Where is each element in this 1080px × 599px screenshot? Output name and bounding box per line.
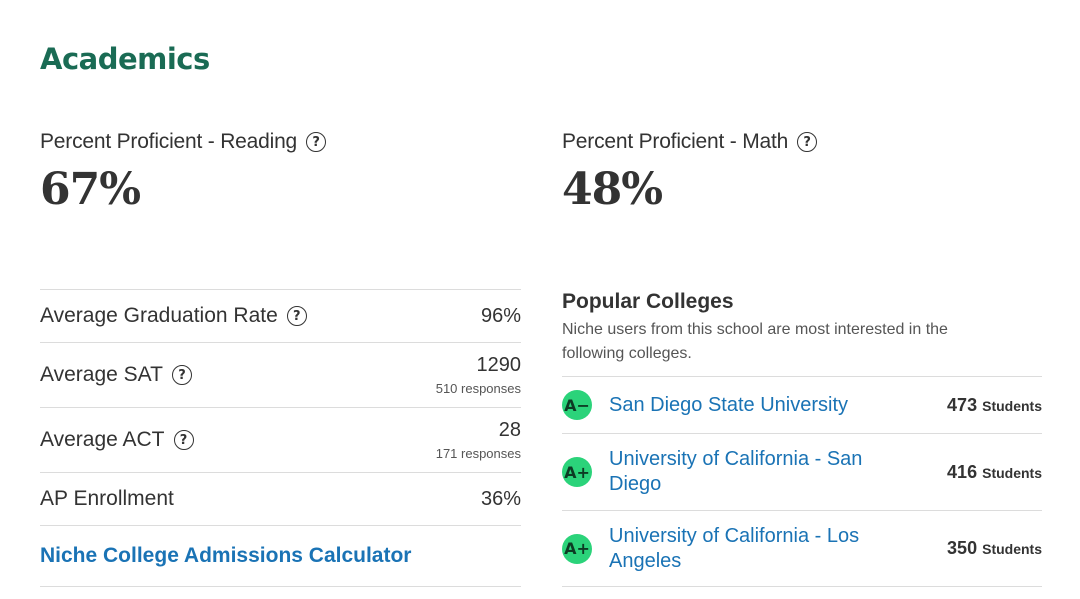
math-proficiency-value: 48% bbox=[562, 164, 663, 215]
calculator-row: Niche College Admissions Calculator bbox=[40, 525, 521, 587]
sat-row: Average SAT ? 1290 510 responses bbox=[40, 342, 521, 407]
act-responses: 171 responses bbox=[435, 446, 521, 461]
graduation-rate-label: Average Graduation Rate bbox=[40, 304, 278, 327]
sat-label: Average SAT bbox=[40, 363, 163, 386]
student-count-number: 416 bbox=[947, 461, 978, 482]
student-count-number: 473 bbox=[947, 394, 978, 415]
college-link[interactable]: University of California - Los Angeles bbox=[609, 524, 860, 572]
popular-colleges: Popular Colleges Niche users from this s… bbox=[562, 290, 1042, 587]
graduation-rate-row: Average Graduation Rate ? 96% bbox=[40, 289, 521, 342]
admissions-calculator-link[interactable]: Niche College Admissions Calculator bbox=[40, 544, 412, 567]
student-count-number: 350 bbox=[947, 538, 978, 558]
student-count-unit: Students bbox=[982, 541, 1042, 557]
college-link[interactable]: San Diego State University bbox=[609, 393, 849, 416]
college-link[interactable]: University of California - San Diego bbox=[609, 448, 863, 495]
grade-badge: A− bbox=[562, 390, 592, 420]
grade-badge: A+ bbox=[562, 457, 592, 487]
student-count-unit: Students bbox=[982, 464, 1042, 481]
reading-proficiency: Percent Proficient - Reading ? 67% bbox=[40, 130, 327, 215]
college-info: A+ University of California - Los Angele… bbox=[562, 524, 879, 574]
ap-enrollment-label: AP Enrollment bbox=[40, 487, 174, 510]
math-proficiency: Percent Proficient - Math ? 48% bbox=[562, 130, 818, 215]
help-icon[interactable]: ? bbox=[306, 132, 327, 152]
act-row: Average ACT ? 28 171 responses bbox=[40, 407, 521, 472]
college-info: A− San Diego State University bbox=[562, 390, 879, 420]
math-proficiency-label-row: Percent Proficient - Math ? bbox=[562, 130, 818, 154]
help-icon[interactable]: ? bbox=[286, 306, 307, 326]
act-label: Average ACT bbox=[40, 428, 165, 451]
college-student-count: 473 Students bbox=[947, 395, 1042, 416]
academic-metrics: Average Graduation Rate ? 96% Average SA… bbox=[40, 289, 521, 587]
college-student-count: 350 Students bbox=[947, 538, 1042, 559]
graduation-rate-value: 96% bbox=[480, 304, 521, 327]
college-row: A+ University of California - San Diego … bbox=[562, 434, 1042, 511]
math-proficiency-label: Percent Proficient - Math bbox=[562, 130, 789, 153]
college-info: A+ University of California - San Diego bbox=[562, 447, 879, 497]
popular-colleges-description: Niche users from this school are most in… bbox=[562, 321, 948, 362]
act-value: 28 bbox=[498, 419, 521, 441]
college-list: A− San Diego State University 473 Studen… bbox=[562, 376, 1042, 587]
popular-colleges-title: Popular Colleges bbox=[562, 290, 734, 313]
grade-badge: A+ bbox=[562, 533, 592, 564]
sat-value: 1290 bbox=[476, 354, 522, 376]
reading-proficiency-value: 67% bbox=[40, 164, 141, 215]
sat-responses: 510 responses bbox=[435, 381, 521, 396]
act-label-row: Average ACT ? bbox=[40, 428, 194, 452]
sat-label-row: Average SAT ? bbox=[40, 363, 192, 387]
graduation-rate-label-row: Average Graduation Rate ? bbox=[40, 304, 307, 328]
sat-value-block: 1290 510 responses bbox=[436, 354, 521, 396]
ap-enrollment-row: AP Enrollment 36% bbox=[40, 472, 521, 525]
college-student-count: 416 Students bbox=[947, 462, 1042, 483]
college-row: A+ University of California - Los Angele… bbox=[562, 511, 1042, 587]
reading-proficiency-label-row: Percent Proficient - Reading ? bbox=[40, 130, 327, 154]
college-row: A− San Diego State University 473 Studen… bbox=[562, 377, 1042, 434]
help-icon[interactable]: ? bbox=[173, 430, 194, 450]
help-icon[interactable]: ? bbox=[171, 365, 192, 385]
student-count-unit: Students bbox=[982, 397, 1042, 414]
reading-proficiency-label: Percent Proficient - Reading bbox=[40, 130, 298, 153]
act-value-block: 28 171 responses bbox=[436, 419, 521, 461]
section-title: Academics bbox=[40, 42, 210, 76]
ap-enrollment-value: 36% bbox=[480, 487, 521, 510]
help-icon[interactable]: ? bbox=[797, 132, 818, 152]
